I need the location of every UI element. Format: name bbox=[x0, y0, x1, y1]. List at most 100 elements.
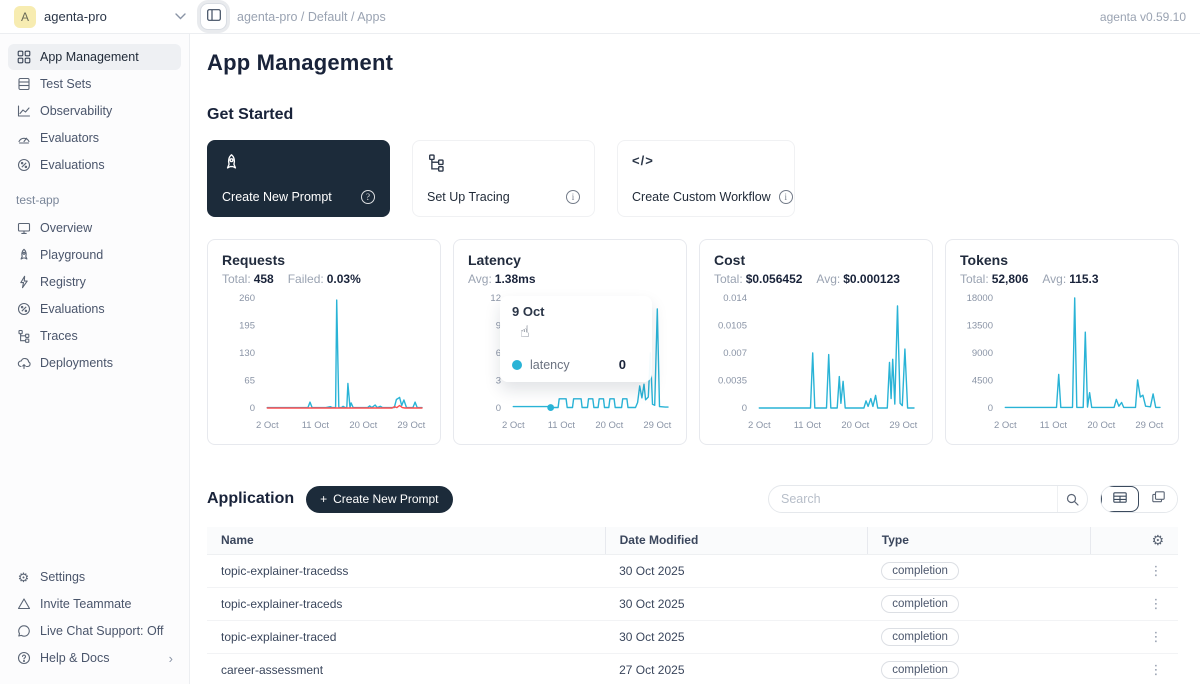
svg-text:0.007: 0.007 bbox=[723, 348, 747, 359]
row-menu-button[interactable]: ⋮ bbox=[1148, 596, 1164, 612]
table-row[interactable]: career-assessment 27 Oct 2025 completion… bbox=[207, 653, 1178, 684]
sidebar-item-evaluators[interactable]: Evaluators bbox=[8, 125, 181, 151]
sidebar-item-invite-teammate[interactable]: Invite Teammate bbox=[8, 591, 181, 617]
sidebar-item-deployments[interactable]: Deployments bbox=[8, 350, 181, 376]
requests-chart[interactable]: 0651301952602 Oct11 Oct20 Oct29 Oct bbox=[222, 290, 426, 441]
svg-text:0: 0 bbox=[496, 403, 501, 414]
create-new-prompt-card[interactable]: Create New Prompt ? bbox=[207, 140, 390, 217]
app-name: topic-explainer-tracedss bbox=[207, 554, 605, 587]
chart-title: Cost bbox=[714, 252, 918, 268]
breadcrumb[interactable]: agenta-pro / Default / Apps bbox=[237, 10, 386, 24]
sidebar-item-overview[interactable]: Overview bbox=[8, 215, 181, 241]
info-icon[interactable]: i bbox=[779, 190, 793, 204]
svg-text:2 Oct: 2 Oct bbox=[994, 420, 1017, 431]
tokens-card: Tokens Total:52,806 Avg:115.3 0450090001… bbox=[945, 239, 1179, 445]
latency-chart[interactable]: 0369122 Oct11 Oct20 Oct29 Oct bbox=[468, 290, 672, 441]
table-view-icon bbox=[1113, 490, 1127, 508]
question-circle-icon bbox=[16, 651, 31, 665]
svg-text:65: 65 bbox=[244, 376, 255, 387]
cost-chart[interactable]: 00.00350.0070.01050.0142 Oct11 Oct20 Oct… bbox=[714, 290, 918, 441]
percent-circle-icon bbox=[16, 158, 31, 172]
application-heading: Application bbox=[207, 490, 294, 508]
percent-circle-icon bbox=[16, 302, 31, 316]
chart-stats: Avg:1.38ms bbox=[468, 272, 672, 286]
chart-stats: Total:458 Failed:0.03% bbox=[222, 272, 426, 286]
search-input[interactable] bbox=[769, 492, 1057, 506]
chart-stats: Total:$0.056452 Avg:$0.000123 bbox=[714, 272, 918, 286]
svg-text:18000: 18000 bbox=[967, 293, 993, 304]
sidebar-item-evaluations-app[interactable]: Evaluations bbox=[8, 296, 181, 322]
rocket-icon bbox=[222, 153, 375, 177]
sidebar-item-test-sets[interactable]: Test Sets bbox=[8, 71, 181, 97]
create-new-prompt-button[interactable]: + Create New Prompt bbox=[306, 486, 452, 513]
code-icon: </> bbox=[632, 153, 780, 168]
sidebar-item-settings[interactable]: ⚙ Settings bbox=[8, 564, 181, 590]
svg-text:3: 3 bbox=[496, 376, 501, 387]
type-badge: completion bbox=[881, 661, 959, 679]
type-badge: completion bbox=[881, 595, 959, 613]
column-header-name: Name bbox=[207, 527, 605, 554]
sidebar-item-help-docs[interactable]: Help & Docs › bbox=[8, 645, 181, 671]
svg-text:6: 6 bbox=[496, 348, 501, 359]
svg-text:9000: 9000 bbox=[972, 348, 993, 359]
sidebar-item-app-management[interactable]: App Management bbox=[8, 44, 181, 70]
row-menu-button[interactable]: ⋮ bbox=[1148, 662, 1164, 678]
sidebar-item-label: Playground bbox=[40, 248, 103, 262]
cloud-upload-icon bbox=[16, 356, 31, 370]
sidebar-item-live-chat[interactable]: Live Chat Support: Off bbox=[8, 618, 181, 644]
invite-icon bbox=[16, 597, 31, 611]
info-icon[interactable]: i bbox=[566, 190, 580, 204]
chart-title: Latency bbox=[468, 252, 672, 268]
sidebar-item-evaluations[interactable]: Evaluations bbox=[8, 152, 181, 178]
info-icon[interactable]: ? bbox=[361, 190, 375, 204]
main-content: App Management Get Started Create New Pr… bbox=[190, 34, 1200, 684]
metrics-charts-row: Requests Total:458 Failed:0.03% 06513019… bbox=[207, 239, 1178, 445]
table-row[interactable]: topic-explainer-tracedss 30 Oct 2025 com… bbox=[207, 554, 1178, 587]
table-row[interactable]: topic-explainer-traced 30 Oct 2025 compl… bbox=[207, 620, 1178, 653]
create-custom-workflow-card[interactable]: </> Create Custom Workflow i bbox=[617, 140, 795, 217]
column-header-type: Type bbox=[867, 527, 1090, 554]
workspace-selector[interactable]: A agenta-pro bbox=[14, 6, 186, 28]
set-up-tracing-card[interactable]: Set Up Tracing i bbox=[412, 140, 595, 217]
row-menu-button[interactable]: ⋮ bbox=[1148, 563, 1164, 579]
type-badge: completion bbox=[881, 562, 959, 580]
sidebar-item-playground[interactable]: Playground bbox=[8, 242, 181, 268]
row-menu-button[interactable]: ⋮ bbox=[1148, 629, 1164, 645]
type-badge: completion bbox=[881, 628, 959, 646]
svg-text:0: 0 bbox=[742, 403, 747, 414]
sidebar-item-traces[interactable]: Traces bbox=[8, 323, 181, 349]
svg-text:20 Oct: 20 Oct bbox=[1087, 420, 1115, 431]
svg-text:13500: 13500 bbox=[967, 321, 993, 332]
tree-icon bbox=[427, 153, 580, 177]
applications-table: Name Date Modified Type ⚙ topic-explaine… bbox=[207, 527, 1178, 684]
sidebar-item-label: Overview bbox=[40, 221, 92, 235]
table-row[interactable]: topic-explainer-traceds 30 Oct 2025 comp… bbox=[207, 587, 1178, 620]
svg-text:0.0035: 0.0035 bbox=[718, 376, 747, 387]
svg-text:11 Oct: 11 Oct bbox=[302, 420, 330, 431]
application-header-row: Application + Create New Prompt bbox=[207, 485, 1178, 513]
tokens-chart[interactable]: 04500900013500180002 Oct11 Oct20 Oct29 O… bbox=[960, 290, 1164, 441]
svg-text:0.0105: 0.0105 bbox=[718, 321, 747, 332]
get-started-heading: Get Started bbox=[207, 106, 1178, 124]
sidebar-item-label: Evaluators bbox=[40, 131, 99, 145]
svg-text:29 Oct: 29 Oct bbox=[397, 420, 425, 431]
sidebar-collapse-button[interactable] bbox=[200, 3, 227, 30]
column-settings-gear-icon[interactable]: ⚙ bbox=[1105, 532, 1164, 549]
column-header-date-modified: Date Modified bbox=[605, 527, 867, 554]
search-icon[interactable] bbox=[1057, 486, 1087, 512]
svg-text:2 Oct: 2 Oct bbox=[256, 420, 279, 431]
sidebar-item-label: Test Sets bbox=[40, 77, 91, 91]
chart-stats: Total:52,806 Avg:115.3 bbox=[960, 272, 1164, 286]
sidebar-item-observability[interactable]: Observability bbox=[8, 98, 181, 124]
card-label: Set Up Tracing bbox=[427, 190, 510, 204]
sidebar-item-label: Registry bbox=[40, 275, 86, 289]
sidebar-item-label: Live Chat Support: Off bbox=[40, 624, 163, 638]
page-title: App Management bbox=[207, 50, 1178, 76]
table-header-row: Name Date Modified Type ⚙ bbox=[207, 527, 1178, 554]
chat-bubble-icon bbox=[16, 624, 31, 638]
svg-text:11 Oct: 11 Oct bbox=[1040, 420, 1068, 431]
sidebar-item-registry[interactable]: Registry bbox=[8, 269, 181, 295]
table-view-button[interactable] bbox=[1101, 486, 1139, 512]
card-view-button[interactable] bbox=[1139, 486, 1177, 512]
sidebar-item-label: App Management bbox=[40, 50, 139, 64]
